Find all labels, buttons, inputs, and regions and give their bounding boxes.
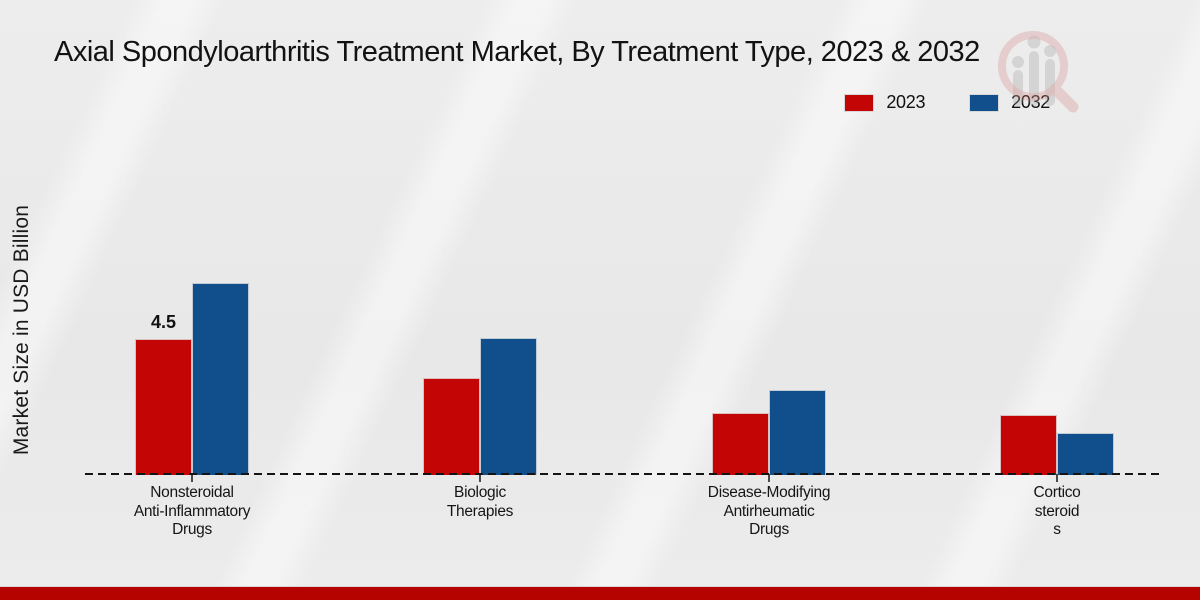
bar-2032-1 [192, 283, 249, 475]
x-tick-label: Nonsteroidal Anti-Inflammatory Drugs [133, 484, 251, 538]
bar-2023-4 [1000, 415, 1057, 475]
watermark-bars [1012, 35, 1056, 106]
footer-bar [0, 586, 1200, 600]
watermark-logo [993, 18, 1108, 123]
legend-swatch-2032 [969, 93, 1000, 112]
bar-2032-2 [480, 338, 537, 475]
legend-item-2032: 2032 [969, 92, 1050, 113]
x-axis-ticks [191, 474, 1058, 482]
x-tick-label: Cortico steroid s [1033, 484, 1081, 538]
x-tick-label: Disease-Modifying Antirheumatic Drugs [707, 484, 831, 538]
x-tick-label: Biologic Therapies [446, 484, 514, 520]
bar-2032-4 [1057, 433, 1114, 475]
chart-title: Axial Spondyloarthritis Treatment Market… [54, 36, 980, 68]
bar-2023-1 [135, 339, 192, 475]
bar-2023-3 [712, 413, 769, 475]
bar-2032-3 [769, 390, 826, 475]
legend-label-2023: 2023 [886, 92, 926, 112]
bar-value-label: 4.5 [150, 312, 177, 332]
legend: 2023 2032 [844, 92, 1050, 113]
legend-swatch-2023 [844, 93, 875, 112]
legend-item-2023: 2023 [844, 92, 925, 113]
bar-2023-2 [423, 378, 480, 475]
legend-label-2032: 2032 [1011, 92, 1050, 113]
watermark-magnifier [998, 31, 1079, 113]
